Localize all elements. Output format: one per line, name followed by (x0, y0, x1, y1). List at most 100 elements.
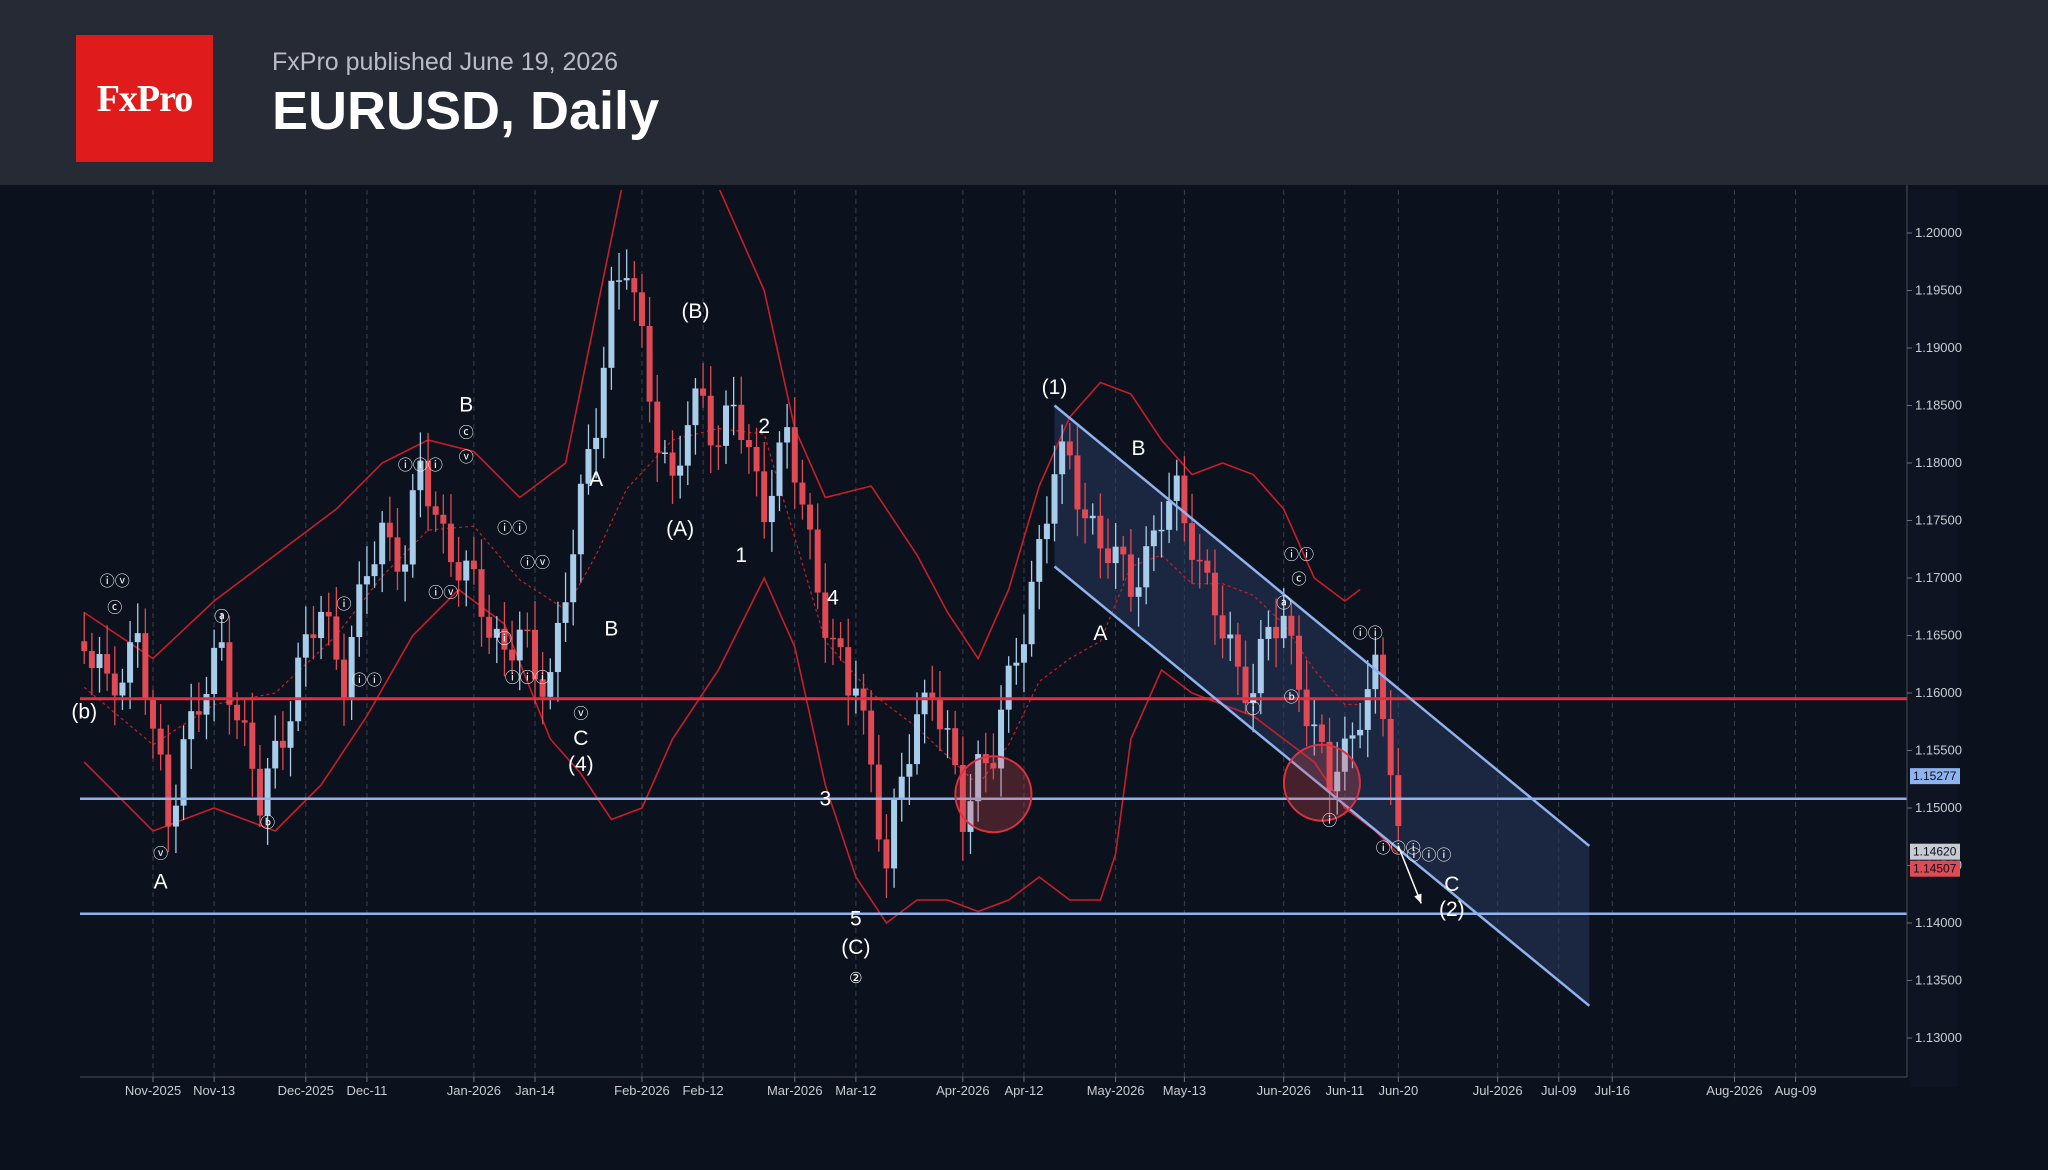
candle-body (1334, 771, 1341, 792)
candle-body (1349, 735, 1356, 739)
candle-body (715, 445, 722, 447)
candle-body (593, 437, 600, 450)
candle-body (1005, 665, 1012, 710)
candle-body (868, 710, 875, 765)
wave-label: (B) (681, 300, 709, 323)
y-tick-label: 1.16500 (1915, 628, 1962, 643)
candle-body (1043, 523, 1050, 540)
candle-body (577, 483, 584, 555)
candle-body (990, 763, 997, 769)
candle-body (180, 739, 187, 806)
candle-body (623, 278, 630, 281)
candle-body (1127, 554, 1134, 597)
y-tick-label: 1.14000 (1915, 915, 1962, 930)
candle-body (1036, 539, 1043, 582)
candle-body (914, 714, 920, 765)
x-tick-label: Feb-2026 (614, 1083, 670, 1098)
candle-body (371, 564, 378, 577)
price-label: 1.14620 (1913, 845, 1957, 859)
header-bar: FxPro FxPro published June 19, 2026 EURU… (0, 0, 2048, 185)
candle-body (165, 754, 172, 827)
fxpro-logo: FxPro (76, 35, 213, 162)
wave-label: ⓒ (459, 425, 474, 442)
candle-body (447, 523, 454, 563)
candle-body (929, 692, 936, 701)
candle-body (776, 442, 783, 496)
candle-body (1341, 738, 1348, 772)
y-tick-label: 1.20000 (1915, 225, 1962, 240)
x-tick-label: Nov-13 (193, 1083, 235, 1098)
candle-body (425, 460, 432, 507)
candle-body (1242, 666, 1249, 704)
candle-body (1219, 615, 1226, 639)
candle-body (1364, 689, 1371, 730)
wave-label: ② (849, 970, 862, 987)
y-tick-label: 1.17000 (1915, 570, 1962, 585)
wave-label: B (604, 618, 618, 641)
channel-upper-line (1053, 404, 1591, 847)
candle-body (807, 504, 814, 530)
x-tick-label: Jul-16 (1595, 1083, 1630, 1098)
candle-body (1357, 729, 1364, 736)
candle-body (707, 395, 714, 446)
candle-body (509, 649, 516, 661)
candle-body (1097, 515, 1104, 549)
candle-body (1020, 644, 1027, 663)
x-tick-label: Jun-11 (1325, 1083, 1364, 1098)
candle-body (172, 805, 179, 827)
wave-label: ⓘ (336, 596, 351, 613)
candle-body (211, 647, 218, 695)
candle-body (104, 654, 111, 674)
candle-body (852, 688, 859, 696)
candle-body (501, 628, 508, 650)
candle-body (88, 651, 95, 669)
wave-label: 2 (758, 415, 770, 438)
candle-body (272, 740, 279, 769)
candle-body (1227, 634, 1234, 639)
candle-body (394, 537, 401, 572)
candle-body (440, 514, 447, 524)
candle-body (654, 401, 661, 453)
candle-body (1143, 546, 1150, 588)
candle-body (203, 694, 210, 715)
candle-body (1311, 724, 1318, 727)
candle-body (1326, 741, 1333, 792)
candle-body (944, 728, 951, 730)
candle-body (799, 482, 806, 505)
candle-body (1257, 638, 1264, 694)
wave-label: ⓘ (1246, 701, 1261, 718)
candle-body (356, 584, 363, 638)
price-label: 1.14507 (1913, 862, 1957, 876)
x-tick-label: Aug-09 (1775, 1083, 1817, 1098)
wave-label: (4) (568, 753, 594, 776)
wave-label: ⓘ (1322, 812, 1337, 829)
bollinger-lower-band (83, 576, 1399, 925)
candle-body (761, 471, 768, 523)
candle-body (1234, 634, 1241, 667)
x-tick-label: Dec-2025 (278, 1083, 334, 1098)
candle-body (1372, 654, 1379, 690)
wave-label: 1 (735, 544, 747, 567)
candle-body (325, 611, 332, 617)
candle-body (348, 637, 355, 698)
candle-body (318, 611, 325, 639)
candle-body (829, 637, 836, 640)
published-date: FxPro published June 19, 2026 (272, 48, 619, 76)
x-tick-label: Feb-12 (682, 1083, 723, 1098)
candle-body (1066, 441, 1073, 456)
candle-body (1051, 474, 1058, 524)
candle-body (417, 460, 424, 491)
x-tick-label: Nov-2025 (125, 1083, 181, 1098)
y-tick-label: 1.18500 (1915, 398, 1962, 413)
x-tick-label: Aug-2026 (1706, 1083, 1762, 1098)
x-tick-label: Jul-09 (1541, 1083, 1576, 1098)
candle-body (723, 405, 729, 446)
y-tick-label: 1.19000 (1915, 340, 1962, 355)
wave-label: ⓘⓥ (428, 585, 458, 602)
candle-body (1013, 662, 1020, 666)
wave-label: ⓥ (459, 449, 474, 466)
candle-body (669, 452, 676, 476)
candle-body (1280, 615, 1287, 639)
candle-body (516, 629, 523, 661)
bollinger-upper-band (83, 190, 1361, 661)
